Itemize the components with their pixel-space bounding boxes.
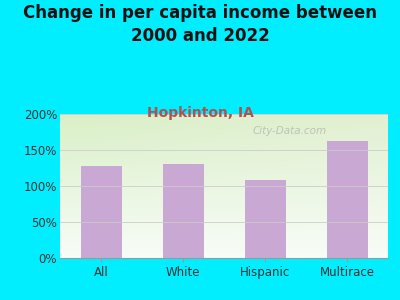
Text: Hopkinton, IA: Hopkinton, IA: [146, 106, 254, 121]
Bar: [162, 164, 204, 258]
Bar: [80, 166, 122, 258]
Bar: [326, 141, 368, 258]
Bar: [244, 179, 286, 258]
Text: Change in per capita income between
2000 and 2022: Change in per capita income between 2000…: [23, 4, 377, 45]
Text: City-Data.com: City-Data.com: [252, 126, 327, 136]
